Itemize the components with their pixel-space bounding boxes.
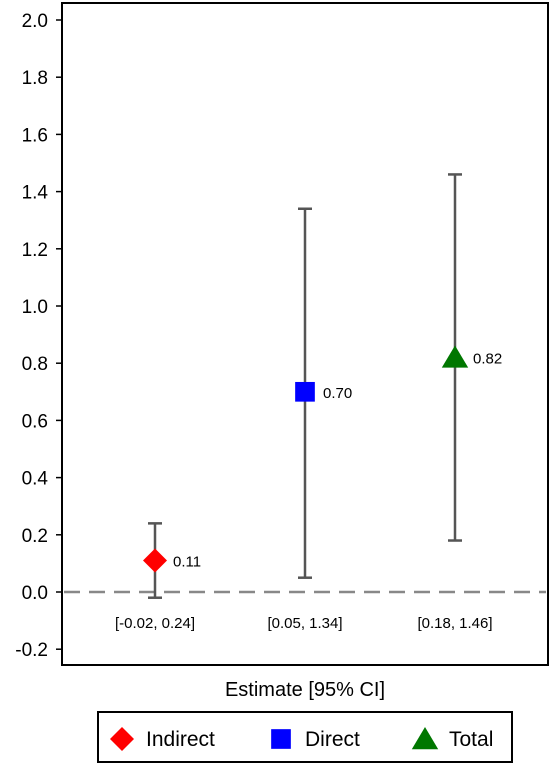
total-estimate-marker	[441, 345, 469, 368]
indirect-estimate-label: 0.11	[173, 554, 201, 571]
direct-estimate-marker	[295, 381, 315, 402]
y-tick-label: 0.6	[22, 411, 48, 432]
y-tick-label: 0.2	[22, 526, 48, 547]
legend-total-label: Total	[449, 728, 493, 751]
y-tick-label: 0.4	[22, 469, 49, 490]
y-tick-label: 1.4	[22, 183, 49, 204]
indirect-ci-label: [-0.02, 0.24]	[115, 615, 195, 632]
y-tick-label: 1.6	[22, 125, 48, 146]
legend: Indirect Direct Total	[97, 711, 513, 763]
total-ci-label: [0.18, 1.46]	[417, 615, 492, 632]
plot-marks: 0.11 [-0.02, 0.24] 0.70 [0.05, 1.34] 0.82 [0.…	[115, 173, 502, 632]
y-tick-label: 1.2	[22, 240, 48, 261]
y-tick-label: 2.0	[22, 11, 48, 32]
total-estimate-label: 0.82	[473, 350, 502, 367]
direct-estimate-label: 0.70	[323, 385, 352, 402]
direct-ci-label: [0.05, 1.34]	[267, 615, 342, 632]
y-tick-label: 0.0	[22, 583, 48, 604]
y-tick-label: 1.8	[22, 68, 48, 89]
legend-frame	[97, 711, 513, 763]
y-tick-label: 0.8	[22, 354, 48, 375]
legend-total-marker	[411, 727, 439, 750]
x-axis-title: Estimate [95% CI]	[225, 679, 385, 701]
y-tick-label: -0.2	[15, 640, 48, 661]
legend-direct-marker	[271, 729, 291, 749]
legend-indirect-label: Indirect	[146, 728, 215, 751]
y-axis: -0.2 0.0 0.2 0.4 0.6 0.8 1.0 1.2 1.4 1.6 1.8 2.0	[15, 11, 62, 661]
indirect-estimate-marker	[143, 548, 167, 573]
plot-frame	[61, 2, 549, 666]
legend-direct-label: Direct	[305, 728, 360, 751]
y-tick-label: 1.0	[22, 297, 48, 318]
legend-indirect-marker	[110, 727, 134, 751]
